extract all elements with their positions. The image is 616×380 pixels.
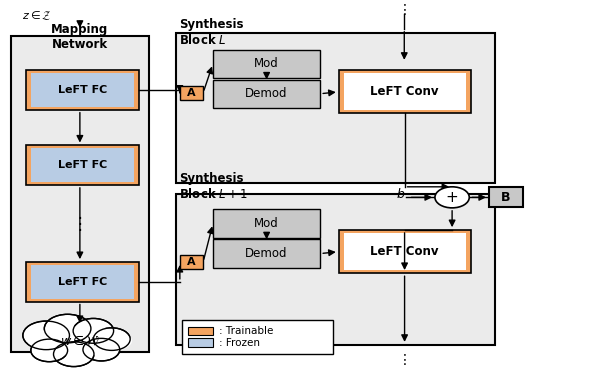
Circle shape [83,338,120,361]
Text: : Trainable: : Trainable [219,326,274,336]
FancyBboxPatch shape [180,86,203,100]
FancyBboxPatch shape [188,327,213,336]
Circle shape [94,328,130,350]
Text: +: + [446,190,458,205]
Text: $z \in \mathcal{Z}$: $z \in \mathcal{Z}$ [22,9,52,22]
Circle shape [23,321,70,350]
FancyBboxPatch shape [26,70,139,110]
Circle shape [31,339,68,362]
FancyBboxPatch shape [489,187,522,207]
Circle shape [73,318,113,343]
FancyBboxPatch shape [339,230,471,273]
FancyBboxPatch shape [26,146,139,185]
Circle shape [44,314,91,343]
FancyBboxPatch shape [213,209,320,238]
FancyBboxPatch shape [213,80,320,108]
Text: A: A [187,88,196,98]
Text: ⋮: ⋮ [398,353,411,367]
FancyBboxPatch shape [10,36,148,352]
Circle shape [435,187,469,208]
Text: LeFT FC: LeFT FC [58,277,107,287]
FancyBboxPatch shape [182,320,333,354]
FancyBboxPatch shape [339,70,471,114]
FancyBboxPatch shape [31,149,134,182]
Text: Mapping
Network: Mapping Network [51,23,108,51]
Text: LeFT Conv: LeFT Conv [370,86,439,98]
Text: LeFT Conv: LeFT Conv [370,245,439,258]
Ellipse shape [28,326,132,356]
Text: ⋮: ⋮ [397,3,411,17]
Text: Mod: Mod [254,57,279,70]
FancyBboxPatch shape [31,265,134,299]
FancyBboxPatch shape [31,73,134,107]
FancyBboxPatch shape [176,194,495,345]
Text: B: B [501,191,511,204]
Text: Mod: Mod [254,217,279,230]
Text: Synthesis
Block $L$: Synthesis Block $L$ [179,17,244,47]
FancyBboxPatch shape [344,233,466,270]
FancyBboxPatch shape [213,239,320,268]
FancyBboxPatch shape [180,255,203,269]
Text: Demod: Demod [245,247,288,260]
Text: : Frozen: : Frozen [219,337,260,347]
Text: LeFT FC: LeFT FC [58,85,107,95]
FancyBboxPatch shape [213,49,320,78]
Text: $w \in \mathcal{W}$: $w \in \mathcal{W}$ [60,334,100,348]
Text: $b$: $b$ [395,187,405,201]
Text: Synthesis
Block $L+1$: Synthesis Block $L+1$ [179,172,248,201]
FancyBboxPatch shape [176,33,495,183]
FancyBboxPatch shape [188,338,213,347]
Text: A: A [187,257,196,267]
Circle shape [54,342,94,367]
FancyBboxPatch shape [344,73,466,111]
Text: LeFT FC: LeFT FC [58,160,107,170]
Text: ⋮: ⋮ [71,215,88,233]
FancyBboxPatch shape [26,262,139,301]
Text: Demod: Demod [245,87,288,100]
